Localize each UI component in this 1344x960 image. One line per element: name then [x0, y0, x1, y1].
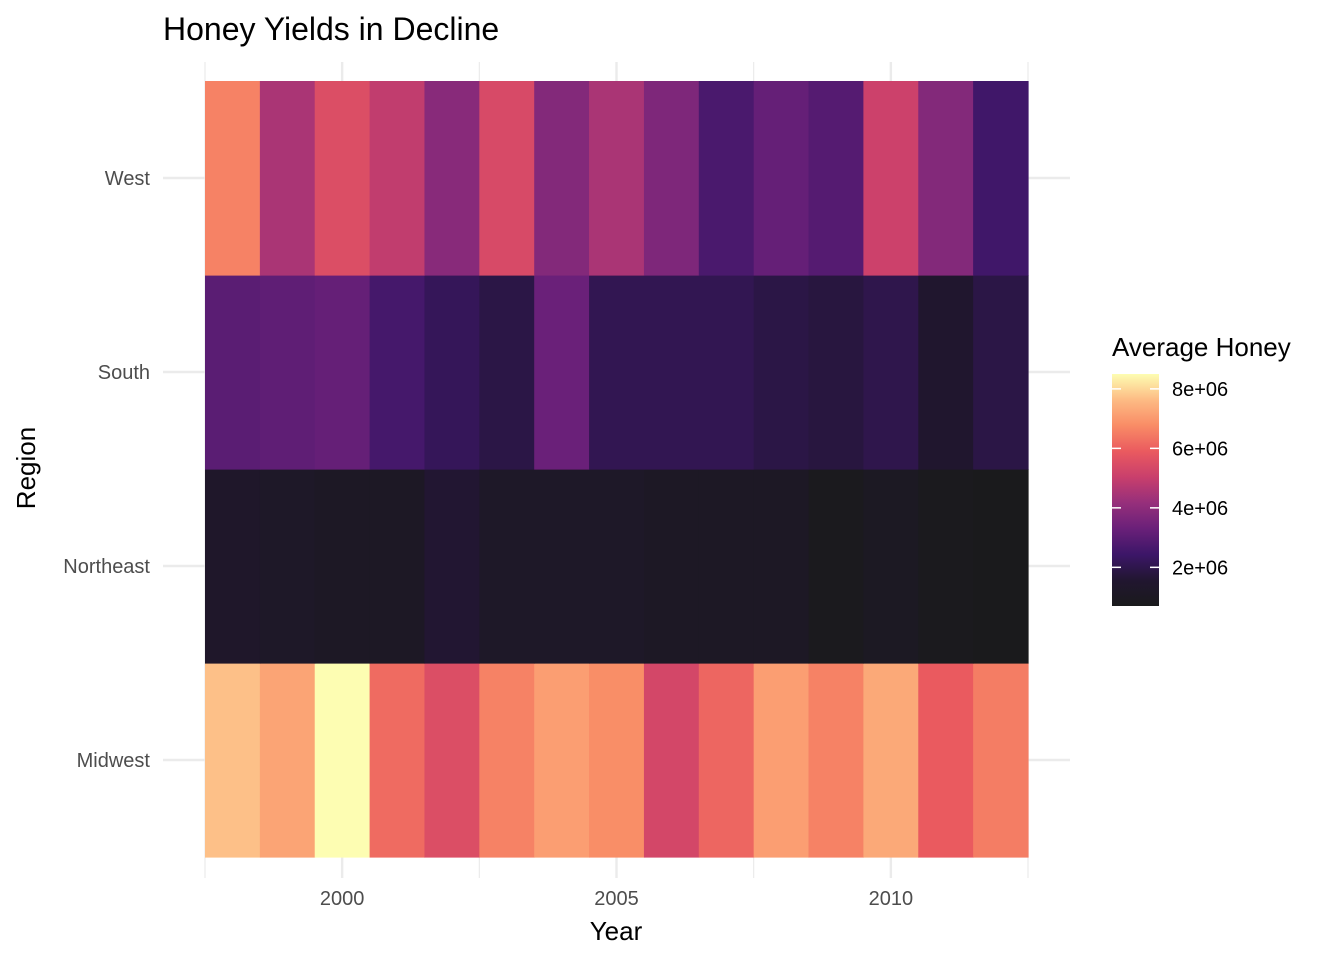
heatmap-tile-midwest-2008	[753, 663, 810, 858]
heatmap-tile-northeast-2010	[863, 469, 919, 664]
legend-label: 8e+06	[1172, 379, 1228, 401]
heatmap-tile-west-2009	[808, 81, 864, 276]
heatmap-tile-south-1998	[205, 275, 261, 470]
heatmap-tile-south-2003	[479, 275, 535, 470]
heatmap-tile-midwest-2002	[424, 663, 480, 858]
heatmap-tile-midwest-2004	[534, 663, 590, 858]
heatmap-tile-south-2006	[643, 275, 700, 470]
color-legend: Average Honey 2e+06 4e+06 6e+06 8e+06	[1112, 332, 1291, 606]
heatmap-tile-midwest-2007	[698, 663, 755, 858]
heatmap-tile-south-2007	[698, 275, 755, 470]
heatmap-tile-midwest-2005	[589, 663, 645, 858]
heatmap-tile-west-1998	[205, 81, 261, 276]
y-tick-label-northeast: Northeast	[63, 556, 150, 578]
heatmap-tile-west-2004	[534, 81, 590, 276]
x-axis-title: Year	[590, 916, 643, 946]
y-tick-label-west: West	[105, 168, 151, 190]
heatmap-tile-northeast-2011	[918, 469, 974, 664]
y-tick-label-south: South	[98, 362, 150, 384]
heatmap-tile-northeast-2009	[808, 469, 864, 664]
y-tick-label-midwest: Midwest	[77, 750, 151, 772]
heatmap-tile-south-2004	[534, 275, 590, 470]
y-axis-title: Region	[11, 427, 41, 509]
heatmap-tile-northeast-2001	[369, 469, 426, 664]
x-tick-labels: 2000 2005 2010	[320, 888, 913, 910]
heatmap-tile-northeast-2012	[973, 469, 1029, 664]
chart-title: Honey Yields in Decline	[163, 11, 499, 47]
y-tick-labels: Midwest Northeast South West	[63, 168, 150, 772]
heatmap-tile-west-2001	[369, 81, 426, 276]
heatmap-tile-west-2011	[918, 81, 974, 276]
legend-label: 2e+06	[1172, 557, 1228, 579]
heatmap-tiles	[205, 81, 1029, 858]
heatmap-tile-northeast-2007	[698, 469, 755, 664]
heatmap-tile-northeast-2004	[534, 469, 590, 664]
legend-label: 4e+06	[1172, 498, 1228, 520]
heatmap-tile-west-2002	[424, 81, 480, 276]
heatmap-tile-northeast-1998	[205, 469, 261, 664]
heatmap-tile-south-2010	[863, 275, 919, 470]
heatmap-tile-south-2005	[589, 275, 645, 470]
heatmap-tile-midwest-2000	[314, 663, 371, 858]
heatmap-tile-northeast-2006	[643, 469, 700, 664]
heatmap-tile-midwest-1999	[259, 663, 316, 858]
heatmap-tile-south-2001	[369, 275, 426, 470]
heatmap-tile-west-2006	[643, 81, 700, 276]
legend-title: Average Honey	[1112, 332, 1291, 362]
heatmap-tile-midwest-2001	[369, 663, 426, 858]
heatmap-tile-south-2008	[753, 275, 810, 470]
heatmap-tile-south-2012	[973, 275, 1029, 470]
heatmap-tile-west-2010	[863, 81, 919, 276]
heatmap-tile-west-1999	[259, 81, 316, 276]
heatmap-tile-west-2012	[973, 81, 1029, 276]
heatmap-tile-south-2011	[918, 275, 974, 470]
legend-colorbar	[1112, 374, 1159, 606]
heatmap-tile-south-2002	[424, 275, 480, 470]
heatmap-tile-northeast-2000	[314, 469, 371, 664]
heatmap-tile-west-2005	[589, 81, 645, 276]
x-tick-label-2000: 2000	[320, 888, 365, 910]
heatmap-tile-west-2000	[314, 81, 371, 276]
heatmap-tile-northeast-2002	[424, 469, 480, 664]
heatmap-tile-midwest-2006	[643, 663, 700, 858]
x-tick-label-2010: 2010	[869, 888, 914, 910]
heatmap-tile-south-1999	[259, 275, 316, 470]
heatmap-tile-midwest-2003	[479, 663, 535, 858]
heatmap-tile-midwest-1998	[205, 663, 261, 858]
heatmap-tile-northeast-2003	[479, 469, 535, 664]
legend-ticks: 2e+06 4e+06 6e+06 8e+06	[1112, 379, 1228, 579]
heatmap-tile-northeast-1999	[259, 469, 316, 664]
legend-label: 6e+06	[1172, 438, 1228, 460]
heatmap-tile-midwest-2010	[863, 663, 919, 858]
heatmap-tile-midwest-2009	[808, 663, 864, 858]
heatmap-tile-south-2009	[808, 275, 864, 470]
heatmap-tile-west-2008	[753, 81, 810, 276]
heatmap-tile-midwest-2011	[918, 663, 974, 858]
heatmap-tile-northeast-2008	[753, 469, 810, 664]
heatmap-tile-south-2000	[314, 275, 371, 470]
heatmap-tile-west-2003	[479, 81, 535, 276]
heatmap-tile-midwest-2012	[973, 663, 1029, 858]
x-tick-label-2005: 2005	[594, 888, 639, 910]
heatmap-tile-northeast-2005	[589, 469, 645, 664]
heatmap-tile-west-2007	[698, 81, 755, 276]
